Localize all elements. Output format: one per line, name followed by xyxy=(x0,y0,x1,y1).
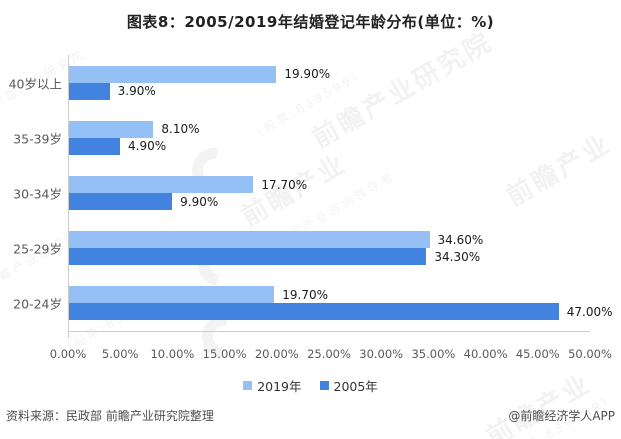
category-row: 30-34岁 17.70% 9.90% xyxy=(13,165,590,220)
bar-value-label: 9.90% xyxy=(180,194,219,209)
bar-value-label: 19.90% xyxy=(284,67,331,82)
x-axis-tick: 40.00% xyxy=(463,347,508,361)
bar-value-label: 4.90% xyxy=(128,139,167,154)
bar-2005年 xyxy=(69,248,427,266)
chart-title: 图表8：2005/2019年结婚登记年龄分布(单位：%) xyxy=(126,13,495,31)
x-axis-tick: 25.00% xyxy=(307,347,351,361)
bar-line: 8.10% xyxy=(69,120,590,138)
legend-item-2019年: 2019年 xyxy=(243,376,302,395)
bar-2019年 xyxy=(69,176,254,193)
x-axis-tick: 0.00% xyxy=(49,347,87,361)
category-row: 40岁以上 19.90% 3.90% xyxy=(9,55,590,110)
bar-line: 17.70% xyxy=(69,176,590,193)
bar-2005年 xyxy=(69,137,121,155)
bar-line: 3.90% xyxy=(69,82,590,100)
bar-chart-plot-area: 40岁以上 19.90% 3.90% 35-39岁 8.10% 4.90% 30-34岁 17… xyxy=(9,55,613,332)
bar-group: 8.10% 4.90% xyxy=(69,120,590,155)
x-axis-tick: 50.00% xyxy=(568,347,612,361)
legend-label: 2005年 xyxy=(333,379,378,394)
x-axis-tick: 20.00% xyxy=(254,347,299,361)
credit-note: @前瞻经济学人APP xyxy=(508,409,615,423)
bar-line: 9.90% xyxy=(69,193,590,210)
bar-value-label: 47.00% xyxy=(566,304,613,319)
x-axis: 0.00% 5.00% 10.00% 15.00% 20.00% 25.00% 30.00%… xyxy=(50,347,612,363)
category-label: 30-34岁 xyxy=(13,186,62,202)
bar-line: 47.00% xyxy=(69,303,613,321)
category-row: 25-29岁 34.60% 34.30% xyxy=(13,221,590,276)
legend-swatch xyxy=(243,381,253,390)
x-axis-tick: 5.00% xyxy=(101,347,139,361)
bar-2019年 xyxy=(69,65,277,83)
bar-group: 19.70% 47.00% xyxy=(69,286,613,321)
bar-value-label: 3.90% xyxy=(117,84,156,99)
legend-label: 2019年 xyxy=(257,379,302,394)
source-note: 资料来源：民政部 前瞻产业研究院整理 xyxy=(6,409,214,423)
x-axis-tick: 35.00% xyxy=(411,347,456,361)
chart-footer: 资料来源：民政部 前瞻产业研究院整理 @前瞻经济学人APP xyxy=(6,407,615,424)
bar-group: 17.70% 9.90% xyxy=(69,176,590,210)
bar-line: 34.30% xyxy=(69,248,590,266)
x-axis-tick: 30.00% xyxy=(359,347,404,361)
category-row: 35-39岁 8.10% 4.90% xyxy=(13,110,590,165)
bar-line: 19.90% xyxy=(69,65,590,83)
x-axis-tick: 15.00% xyxy=(202,347,247,361)
bar-group: 19.90% 3.90% xyxy=(69,65,590,100)
bar-2019年 xyxy=(69,120,154,138)
bar-value-label: 19.70% xyxy=(282,287,329,302)
category-row: 20-24岁 19.70% 47.00% xyxy=(13,276,613,331)
x-axis-tick: 10.00% xyxy=(150,347,195,361)
watermark-text: 前瞻产业 xyxy=(481,368,597,439)
legend-item-2005年: 2005年 xyxy=(319,376,378,395)
bar-line: 4.90% xyxy=(69,137,590,155)
bar-line: 34.60% xyxy=(69,231,590,249)
bar-group: 34.60% 34.30% xyxy=(69,231,590,266)
y-axis-tick-extension xyxy=(68,332,69,338)
bar-2005年 xyxy=(69,82,110,100)
bar-2005年 xyxy=(69,193,173,210)
bar-value-label: 17.70% xyxy=(261,177,308,192)
category-label: 35-39岁 xyxy=(13,131,62,147)
legend-swatch xyxy=(319,381,329,390)
bar-2005年 xyxy=(69,303,559,321)
bar-2019年 xyxy=(69,286,275,304)
category-label: 20-24岁 xyxy=(13,296,62,312)
bar-value-label: 34.30% xyxy=(434,249,481,264)
bar-line: 19.70% xyxy=(69,286,590,304)
category-label: 40岁以上 xyxy=(8,76,62,92)
x-axis-tick: 45.00% xyxy=(515,347,560,361)
bar-2019年 xyxy=(69,231,430,249)
chart-legend: 2019年 2005年 xyxy=(0,376,621,395)
category-label: 25-29岁 xyxy=(13,241,62,257)
bar-value-label: 34.60% xyxy=(437,232,484,247)
bar-value-label: 8.10% xyxy=(161,122,200,137)
